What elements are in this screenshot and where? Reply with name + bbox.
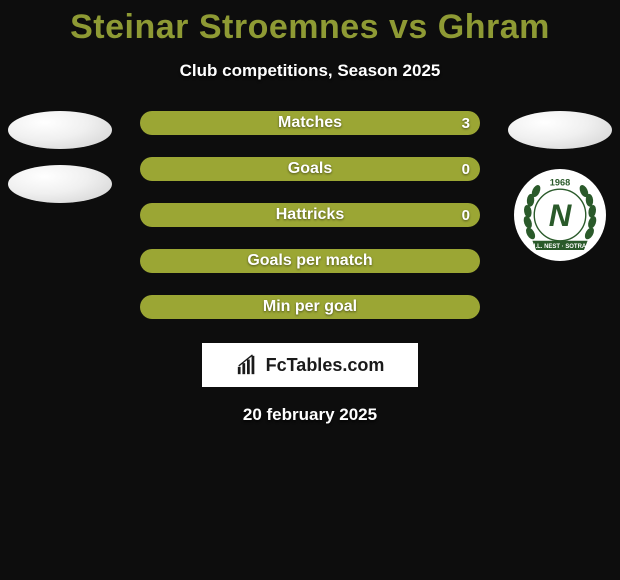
bar-goals: Goals 0 xyxy=(140,157,480,181)
avatar-placeholder xyxy=(8,165,112,203)
bar-label: Goals per match xyxy=(247,252,372,270)
right-avatars: 1968 N I.L. NEST · SOTRA xyxy=(508,111,612,261)
bar-label: Matches xyxy=(278,114,342,132)
page-title: Steinar Stroemnes vs Ghram xyxy=(0,0,620,47)
bar-label: Goals xyxy=(288,160,332,178)
svg-text:I.L. NEST · SOTRA: I.L. NEST · SOTRA xyxy=(534,244,587,250)
bar-hattricks: Hattricks 0 xyxy=(140,203,480,227)
left-avatars xyxy=(8,111,112,203)
bar-label: Hattricks xyxy=(276,206,344,224)
logo-box: FcTables.com xyxy=(202,343,418,387)
date-text: 20 february 2025 xyxy=(0,405,620,425)
bar-right-value: 3 xyxy=(462,115,470,132)
bar-goals-per-match: Goals per match xyxy=(140,249,480,273)
club-crest: 1968 N I.L. NEST · SOTRA xyxy=(514,169,606,261)
bar-right-value: 0 xyxy=(462,207,470,224)
bar-chart-icon xyxy=(236,354,258,376)
bar-min-per-goal: Min per goal xyxy=(140,295,480,319)
svg-text:N: N xyxy=(549,198,573,233)
subtitle: Club competitions, Season 2025 xyxy=(0,61,620,81)
avatar-placeholder xyxy=(8,111,112,149)
avatar-placeholder xyxy=(508,111,612,149)
stat-bars: Matches 3 Goals 0 Hattricks 0 Goals per … xyxy=(140,111,480,319)
crest-svg: 1968 N I.L. NEST · SOTRA xyxy=(514,169,606,261)
bar-right-value: 0 xyxy=(462,161,470,178)
bar-label: Min per goal xyxy=(263,298,357,316)
svg-text:1968: 1968 xyxy=(550,178,570,188)
bar-matches: Matches 3 xyxy=(140,111,480,135)
logo-text: FcTables.com xyxy=(266,355,385,376)
